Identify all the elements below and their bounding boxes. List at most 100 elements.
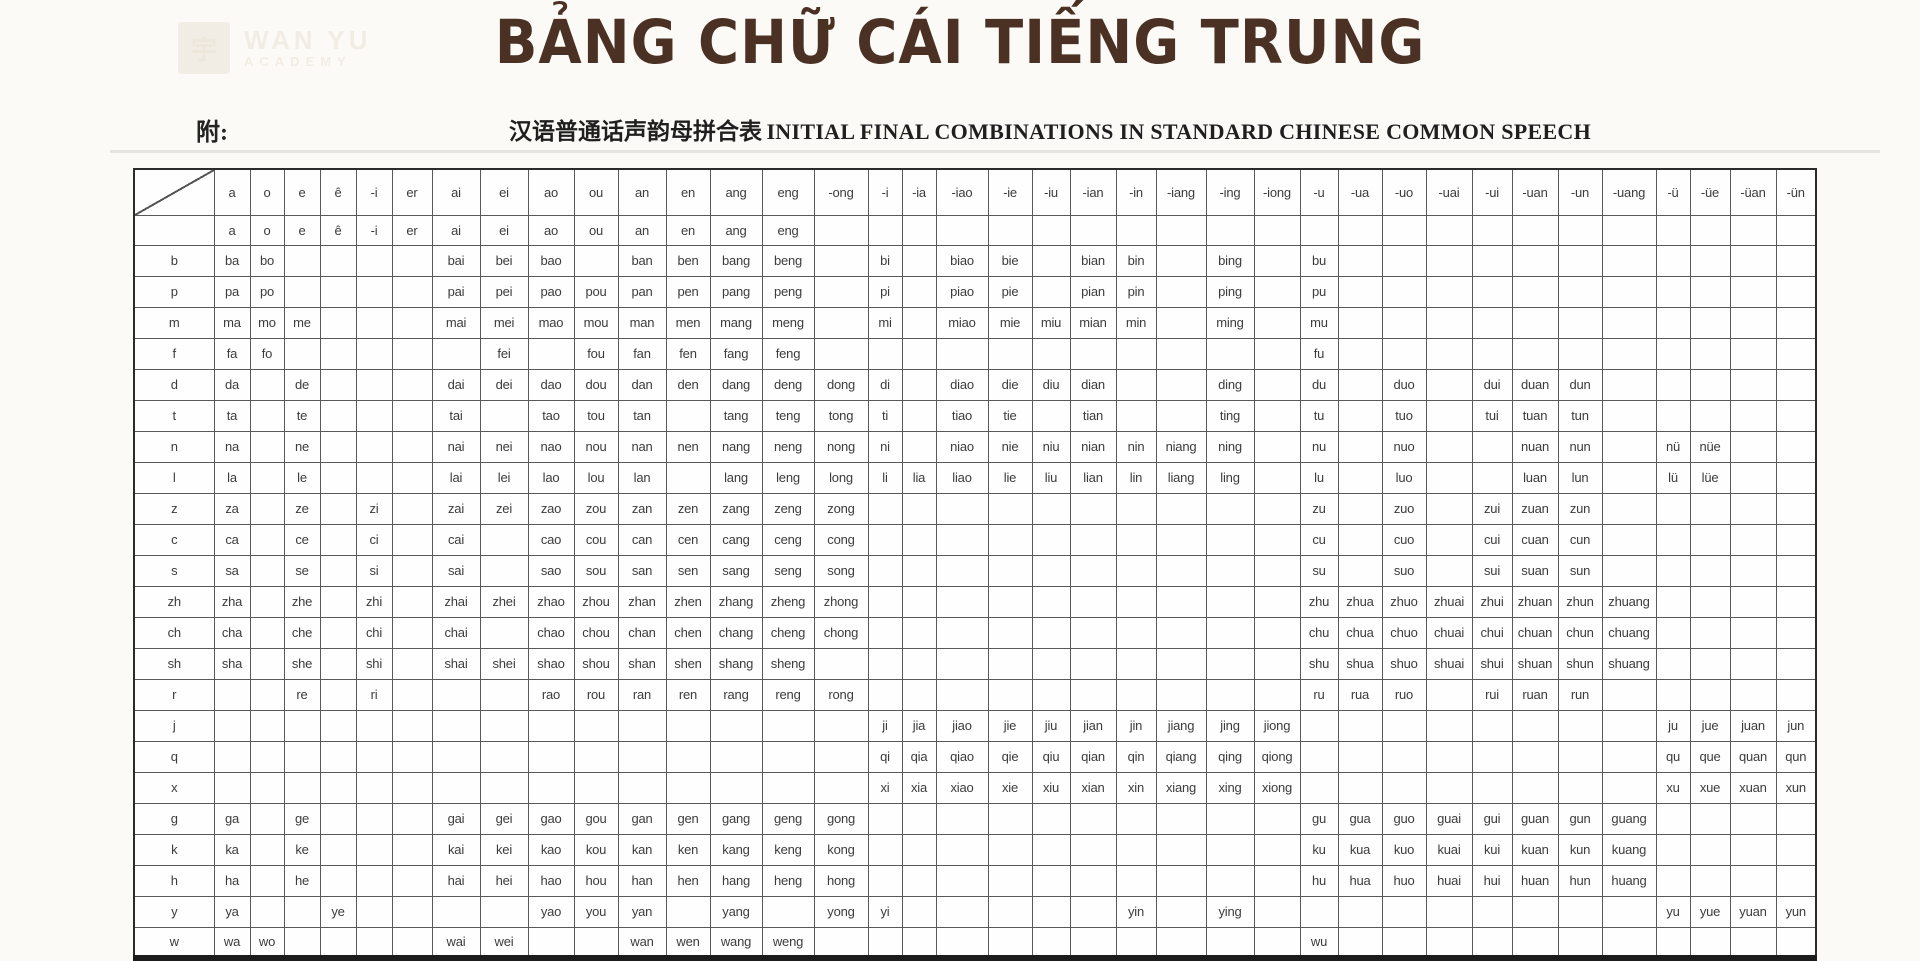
syllable-cell: xue bbox=[1689, 771, 1731, 804]
syllable-cell bbox=[1775, 337, 1817, 370]
syllable-cell: shao bbox=[527, 647, 575, 680]
syllable-cell bbox=[1689, 616, 1731, 649]
syllable-cell: mian bbox=[1069, 306, 1117, 339]
syllable-cell bbox=[935, 802, 989, 835]
syllable-cell: nie bbox=[987, 430, 1033, 463]
syllable-cell bbox=[283, 740, 321, 773]
syllable-cell bbox=[1729, 430, 1777, 463]
syllable-cell bbox=[249, 523, 285, 556]
syllable-cell: ya bbox=[213, 895, 251, 928]
syllable-cell bbox=[1775, 430, 1817, 463]
syllable-cell: lian bbox=[1069, 461, 1117, 494]
syllable-cell: wai bbox=[431, 926, 481, 959]
syllable-cell bbox=[901, 895, 937, 928]
syllable-cell: nu bbox=[1299, 430, 1339, 463]
syllable-cell: qin bbox=[1115, 740, 1157, 773]
syllable-cell: cu bbox=[1299, 523, 1339, 556]
initial-label-cell: s bbox=[133, 554, 215, 587]
syllable-cell bbox=[391, 492, 433, 525]
syllable-cell: gan bbox=[617, 802, 667, 835]
syllable-cell: pian bbox=[1069, 275, 1117, 308]
standalone-row-label-cell bbox=[133, 214, 215, 246]
syllable-cell bbox=[1381, 337, 1427, 370]
standalone-final-cell: e bbox=[283, 214, 321, 246]
syllable-cell bbox=[987, 554, 1033, 587]
standalone-final-cell bbox=[867, 214, 903, 246]
syllable-cell: wen bbox=[665, 926, 711, 959]
syllable-cell bbox=[1601, 368, 1657, 401]
initial-label-cell: ch bbox=[133, 616, 215, 649]
syllable-cell bbox=[1775, 492, 1817, 525]
syllable-cell bbox=[1689, 647, 1731, 680]
syllable-cell: gui bbox=[1471, 802, 1513, 835]
syllable-cell: chen bbox=[665, 616, 711, 649]
syllable-cell: che bbox=[283, 616, 321, 649]
syllable-cell bbox=[813, 709, 869, 742]
syllable-cell: su bbox=[1299, 554, 1339, 587]
syllable-cell: gu bbox=[1299, 802, 1339, 835]
syllable-cell bbox=[1471, 337, 1513, 370]
syllable-cell: guan bbox=[1511, 802, 1559, 835]
syllable-cell: zheng bbox=[761, 585, 815, 618]
syllable-cell bbox=[355, 802, 393, 835]
syllable-cell bbox=[1253, 585, 1301, 618]
syllable-cell bbox=[813, 926, 869, 959]
syllable-cell: jue bbox=[1689, 709, 1731, 742]
syllable-cell bbox=[987, 647, 1033, 680]
syllable-cell: zui bbox=[1471, 492, 1513, 525]
syllable-cell bbox=[665, 399, 711, 432]
syllable-cell: nun bbox=[1557, 430, 1603, 463]
syllable-cell: min bbox=[1115, 306, 1157, 339]
syllable-cell: pei bbox=[479, 275, 529, 308]
syllable-cell bbox=[665, 709, 711, 742]
syllable-cell: tiao bbox=[935, 399, 989, 432]
syllable-cell bbox=[319, 275, 357, 308]
syllable-cell: niao bbox=[935, 430, 989, 463]
syllable-cell: yun bbox=[1775, 895, 1817, 928]
syllable-cell bbox=[1381, 244, 1427, 277]
syllable-cell bbox=[1655, 492, 1691, 525]
syllable-cell: nin bbox=[1115, 430, 1157, 463]
syllable-cell: shi bbox=[355, 647, 393, 680]
syllable-cell bbox=[987, 802, 1033, 835]
syllable-cell: tuan bbox=[1511, 399, 1559, 432]
syllable-cell bbox=[1155, 554, 1207, 587]
syllable-cell bbox=[1253, 399, 1301, 432]
syllable-cell: cun bbox=[1557, 523, 1603, 556]
syllable-cell bbox=[1511, 709, 1559, 742]
syllable-cell bbox=[249, 585, 285, 618]
final-header-cell: ang bbox=[709, 168, 763, 216]
standalone-final-cell bbox=[1115, 214, 1157, 246]
syllable-cell bbox=[355, 306, 393, 339]
syllable-cell: ding bbox=[1205, 368, 1255, 401]
syllable-cell: zhe bbox=[283, 585, 321, 618]
syllable-cell bbox=[319, 430, 357, 463]
syllable-cell: hui bbox=[1471, 864, 1513, 897]
standalone-final-cell: eng bbox=[761, 214, 815, 246]
table-subtitle: 汉语普通话声韵母拼合表 INITIAL FINAL COMBINATIONS I… bbox=[330, 112, 1770, 146]
syllable-cell: pai bbox=[431, 275, 481, 308]
syllable-cell: beng bbox=[761, 244, 815, 277]
syllable-cell: reng bbox=[761, 678, 815, 711]
syllable-cell bbox=[1689, 523, 1731, 556]
syllable-cell: ti bbox=[867, 399, 903, 432]
syllable-cell: cou bbox=[573, 523, 619, 556]
syllable-cell: gou bbox=[573, 802, 619, 835]
scan-rule-divider bbox=[110, 150, 1880, 153]
syllable-cell bbox=[1031, 864, 1071, 897]
syllable-cell bbox=[1655, 306, 1691, 339]
syllable-cell bbox=[1337, 337, 1383, 370]
syllable-cell bbox=[249, 554, 285, 587]
syllable-cell bbox=[391, 244, 433, 277]
syllable-cell bbox=[391, 399, 433, 432]
syllable-cell: huang bbox=[1601, 864, 1657, 897]
syllable-cell bbox=[319, 399, 357, 432]
syllable-cell: suan bbox=[1511, 554, 1559, 587]
syllable-cell bbox=[1511, 740, 1559, 773]
syllable-cell: fa bbox=[213, 337, 251, 370]
syllable-cell: ke bbox=[283, 833, 321, 866]
syllable-cell bbox=[867, 492, 903, 525]
syllable-cell bbox=[901, 802, 937, 835]
syllable-cell bbox=[1253, 616, 1301, 649]
syllable-cell: fen bbox=[665, 337, 711, 370]
